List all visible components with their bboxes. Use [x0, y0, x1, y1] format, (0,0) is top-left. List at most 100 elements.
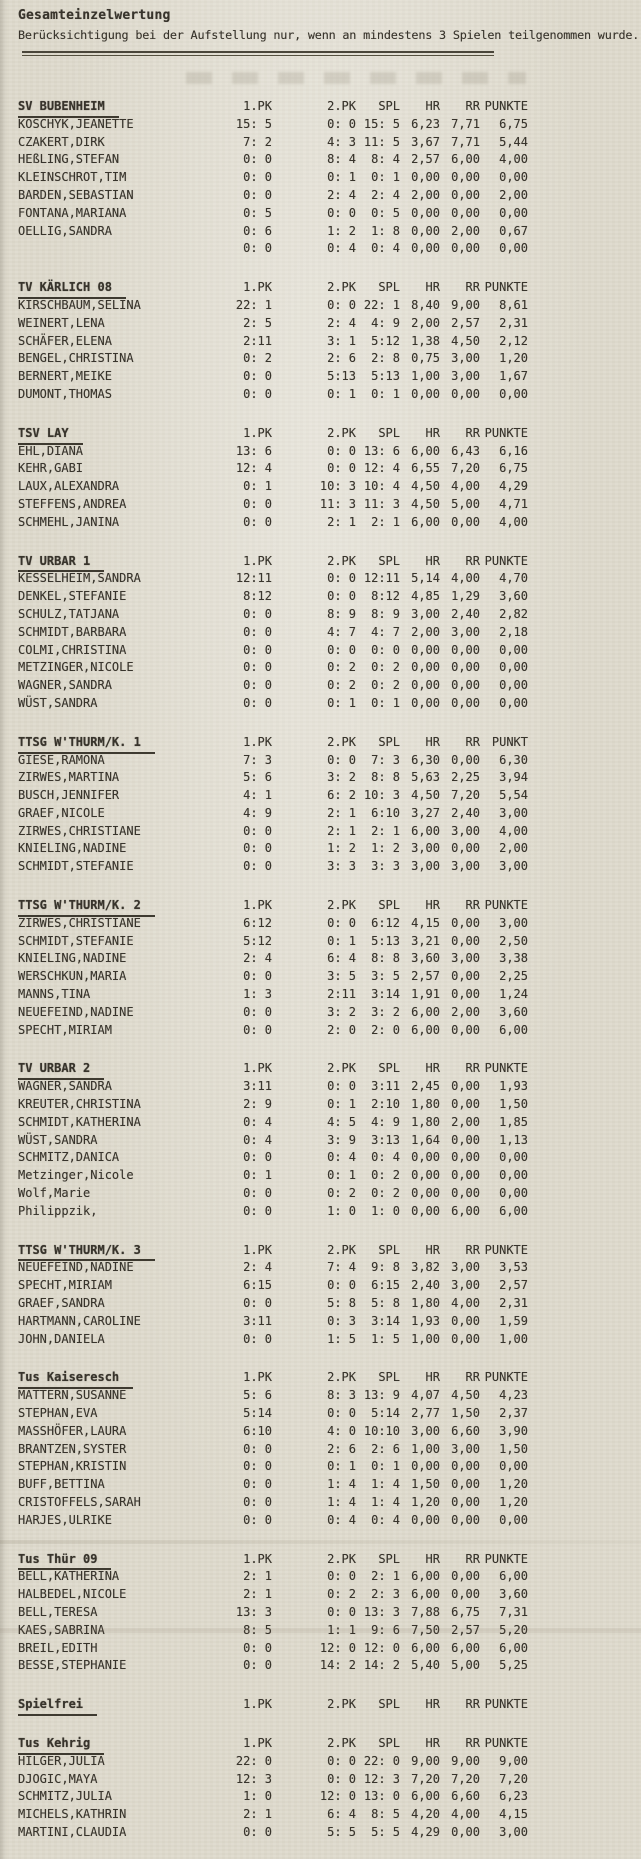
stat-value: 0: 1: [327, 170, 356, 185]
stat-value: 1: 4: [371, 1477, 400, 1492]
player-row: SCHÄFER,ELENA 2:11 3: 1 5:12 1,38 4,50 2,12: [18, 333, 641, 351]
player-row: KEHR,GABI 12: 4 0: 0 12: 4 6,55 7,20 6,75: [18, 460, 641, 478]
player-name: WEINERT,LENA: [18, 315, 105, 330]
stat-value: 0: 0: [243, 624, 272, 639]
stat-value: 1,00: [411, 1331, 440, 1346]
stat-value: 5:13: [371, 369, 400, 384]
column-header-1-pk: 1.PK: [243, 425, 272, 440]
stat-value: 13: 3: [235, 1604, 272, 1619]
stat-value: 6,23: [499, 1789, 528, 1804]
player-name: HARTMANN,CAROLINE: [18, 1313, 141, 1328]
section-header-row: TTSG W'THURM/K. 1 1.PK 2.PK SPL HR RR PUNKT: [18, 734, 641, 754]
stat-value: 0,00: [411, 642, 440, 657]
column-header-punkte: PUNKTE: [484, 1551, 528, 1566]
stat-value: 2: 1: [243, 1569, 272, 1584]
player-name: BRANTZEN,SYSTER: [18, 1441, 127, 1456]
stat-value: 1,93: [499, 1079, 528, 1094]
stat-value: 0,00: [499, 695, 528, 710]
stat-value: 5: 8: [371, 1296, 400, 1311]
stat-value: 0: 4: [243, 1132, 272, 1147]
stat-value: 7: 4: [327, 1260, 356, 1275]
stat-value: 8:12: [371, 589, 400, 604]
stat-value: 3,94: [499, 770, 528, 785]
stat-value: 6:15: [371, 1278, 400, 1293]
stat-value: 0: 1: [243, 1168, 272, 1183]
stat-value: 6,60: [451, 1423, 480, 1438]
stat-value: 5,20: [499, 1622, 528, 1637]
stat-value: 12: 4: [235, 461, 272, 476]
stat-value: 2,00: [451, 1114, 480, 1129]
stat-value: 0,00: [451, 1097, 480, 1112]
stat-value: 3: 3: [371, 859, 400, 874]
stat-value: 0: 0: [243, 1512, 272, 1527]
player-name: HEßLING,STEFAN: [18, 152, 120, 167]
stat-value: 0: 4: [327, 1512, 356, 1527]
stat-value: 4,00: [451, 1296, 480, 1311]
column-header-2-pk: 2.PK: [327, 1735, 356, 1750]
column-header-punkte: PUNKTE: [484, 898, 528, 913]
stat-value: 0,00: [451, 752, 480, 767]
stat-value: 1: 4: [327, 1477, 356, 1492]
stat-value: 3: 5: [327, 969, 356, 984]
stat-value: 2: 1: [371, 514, 400, 529]
stat-value: 0,67: [499, 223, 528, 238]
stat-value: 0,00: [411, 1203, 440, 1218]
section-header-row: TSV LAY 1.PK 2.PK SPL HR RR PUNKTE: [18, 425, 641, 445]
player-row: WEINERT,LENA 2: 5 2: 4 4: 9 2,00 2,57 2,31: [18, 315, 641, 333]
stat-value: 0: 0: [243, 152, 272, 167]
player-row: BELL,KATHERINA 2: 1 0: 0 2: 1 6,00 0,00 6,00: [18, 1568, 641, 1586]
stat-value: 4,00: [499, 514, 528, 529]
player-name: KNIELING,NADINE: [18, 841, 127, 856]
stat-value: 9: 6: [371, 1622, 400, 1637]
player-row: KLEINSCHROT,TIM 0: 0 0: 1 0: 1 0,00 0,00 0,00: [18, 169, 641, 187]
column-header-punkte: PUNKTE: [484, 1061, 528, 1076]
player-name: WERSCHKUN,MARIA: [18, 969, 127, 984]
stat-value: 6,00: [411, 1022, 440, 1037]
stat-value: 0,00: [411, 1168, 440, 1183]
team-sections: SV BUBENHEIM 1.PK 2.PK SPL HR RR PUNKTE KOSCHYK…: [18, 98, 641, 1842]
column-header-hr: HR: [425, 1551, 440, 1566]
team-name: TSV LAY: [18, 425, 83, 445]
player-name: MASSHÖFER,LAURA: [18, 1423, 127, 1438]
stat-value: 0,00: [411, 695, 440, 710]
stat-value: 0: 1: [327, 695, 356, 710]
player-name: Wolf,Marie: [18, 1186, 91, 1201]
team-section-tus-kaiseresch: Tus Kaiseresch 1.PK 2.PK SPL HR RR PUNKTE MATTE…: [18, 1369, 641, 1529]
player-name: SCHULZ,TATJANA: [18, 606, 120, 621]
stat-value: 1: 2: [371, 841, 400, 856]
stat-value: 0,00: [499, 660, 528, 675]
stat-value: 10: 3: [363, 788, 400, 803]
stat-value: 2,77: [411, 1406, 440, 1420]
stat-value: 0,00: [451, 1313, 480, 1328]
stat-value: 0: 0: [243, 969, 272, 984]
stat-value: 12: 3: [363, 1771, 400, 1786]
stat-value: 22: 1: [235, 297, 272, 312]
column-header-rr: RR: [465, 99, 480, 113]
section-header-row: SV BUBENHEIM 1.PK 2.PK SPL HR RR PUNKTE: [18, 98, 641, 118]
stat-value: 1,20: [499, 1494, 528, 1509]
stat-value: 4,15: [411, 915, 440, 930]
stat-value: 8: 5: [243, 1622, 272, 1637]
player-name: WÜST,SANDRA: [18, 1132, 98, 1147]
column-header-punkte: PUNKTE: [484, 1697, 528, 1712]
stat-value: 0: 0: [327, 1569, 356, 1584]
stat-value: 1,00: [499, 1331, 528, 1346]
column-header-1-pk: 1.PK: [243, 1551, 272, 1566]
stat-value: 15: 5: [363, 116, 400, 131]
stat-value: 0: 0: [243, 1658, 272, 1673]
stat-value: 3: 9: [327, 1132, 356, 1147]
stat-value: 2,31: [499, 1296, 528, 1311]
stat-value: 8: 9: [371, 606, 400, 621]
stat-value: 4,71: [499, 496, 528, 511]
stat-value: 7,20: [451, 461, 480, 476]
section-header-row: TV URBAR 2 1.PK 2.PK SPL HR RR PUNKTE: [18, 1060, 641, 1081]
stat-value: 3,00: [451, 1441, 480, 1456]
stat-value: 3,00: [451, 823, 480, 838]
stat-value: 2:10: [371, 1097, 400, 1112]
stat-value: 0,00: [451, 1587, 480, 1602]
section-header-row: TTSG W'THURM/K. 2 1.PK 2.PK SPL HR RR PUNKTE: [18, 897, 641, 917]
player-row: SCHMITZ,JULIA 1: 0 12: 0 13: 0 6,00 6,60 6,23: [18, 1788, 641, 1806]
stat-value: 7,50: [411, 1622, 440, 1637]
stat-value: 4,29: [411, 1824, 440, 1839]
stat-value: 1,93: [411, 1313, 440, 1328]
